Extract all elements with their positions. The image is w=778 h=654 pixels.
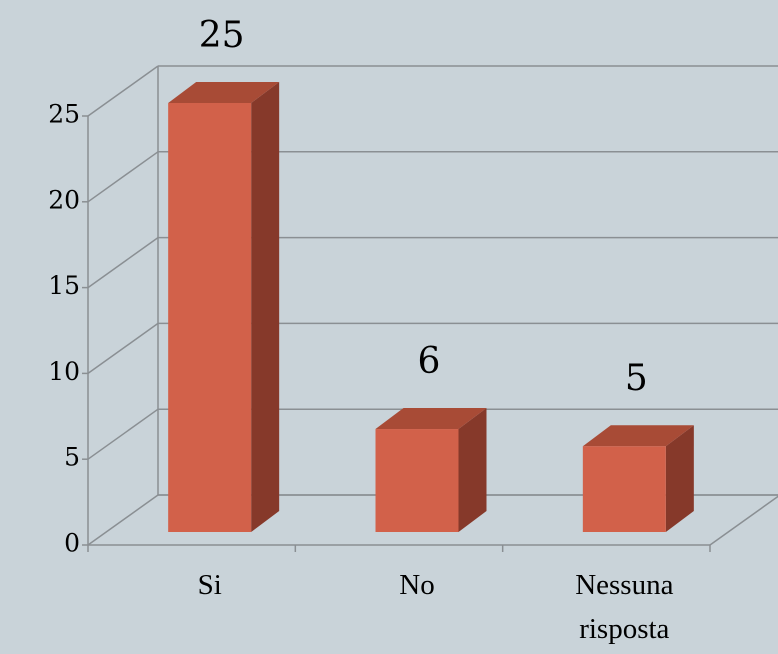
- bar-side: [251, 82, 280, 532]
- y-tick-label: 25: [48, 100, 80, 129]
- x-tick-label: No: [399, 569, 435, 601]
- bar-side: [665, 425, 694, 532]
- grid-line: [87, 151, 159, 203]
- x-tick-label: Si: [197, 569, 222, 601]
- data-label: 25: [199, 15, 245, 56]
- bar: [168, 103, 252, 532]
- grid-line: [87, 236, 159, 289]
- y-tick-label: 5: [64, 443, 80, 472]
- grid-line: [87, 408, 159, 460]
- grid-line: [87, 322, 159, 375]
- y-tick-label: 10: [48, 357, 80, 386]
- grid-line: [87, 65, 159, 117]
- bar-side: [458, 408, 487, 532]
- bar-top: [375, 408, 487, 430]
- bar-top: [582, 425, 694, 447]
- y-tick-label: 0: [64, 529, 80, 558]
- data-label: 5: [625, 358, 648, 399]
- grid-line: [87, 494, 159, 546]
- bar: [582, 446, 666, 532]
- y-tick-label: 15: [48, 271, 80, 300]
- bar-top: [168, 82, 280, 103]
- y-tick-label: 20: [48, 185, 80, 214]
- bar: [375, 429, 459, 532]
- x-tick-label: Nessuna risposta: [575, 569, 674, 645]
- floor-right: [709, 495, 778, 546]
- data-label: 6: [418, 341, 441, 382]
